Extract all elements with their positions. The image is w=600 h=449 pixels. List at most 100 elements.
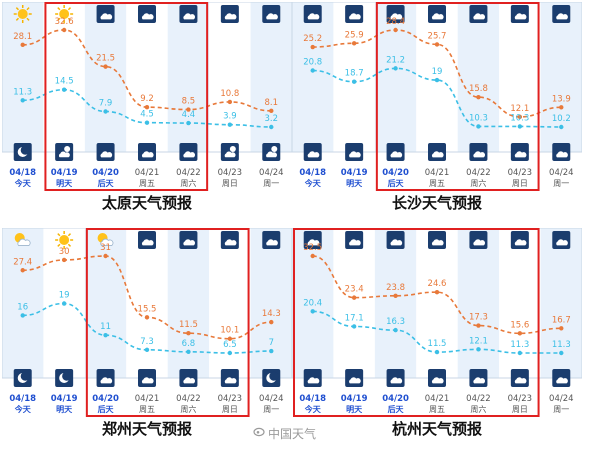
column-band — [167, 228, 210, 378]
low-temp-label: 4.4 — [182, 110, 196, 120]
day-weather-icon — [138, 231, 156, 249]
column-band — [43, 2, 85, 152]
date-label: 04/18 — [299, 394, 326, 404]
date-label: 04/19 — [341, 168, 368, 178]
night-weather-icon — [428, 369, 446, 387]
day-weather-icon — [262, 231, 281, 249]
column-band — [84, 228, 127, 378]
column-band — [499, 2, 541, 152]
weekday-label: 今天 — [304, 404, 322, 414]
weekday-label: 后天 — [388, 178, 405, 188]
high-temp-point — [269, 319, 274, 325]
night-weather-icon — [469, 143, 488, 161]
high-temp-point — [517, 331, 523, 336]
weekday-label: 后天 — [98, 178, 115, 188]
date-label: 04/21 — [135, 394, 160, 404]
date-label: 04/21 — [425, 394, 450, 404]
night-weather-icon — [386, 143, 405, 161]
date-label: 04/18 — [9, 394, 36, 404]
night-weather-icon — [262, 369, 281, 387]
high-temp-line — [312, 255, 562, 335]
night-weather-icon — [96, 369, 115, 387]
low-temp-label: 19 — [59, 291, 70, 301]
low-temp-point — [310, 309, 315, 314]
date-label: 04/24 — [259, 168, 284, 178]
high-temp-point — [144, 105, 150, 110]
high-temp-point — [310, 44, 315, 50]
day-weather-icon — [428, 231, 446, 249]
low-temp-point — [227, 350, 233, 356]
high-temp-label: 17.3 — [469, 313, 488, 323]
weekday-label: 周五 — [429, 405, 445, 414]
night-weather-icon — [303, 369, 322, 387]
low-temp-point — [227, 122, 233, 127]
panel-taiyuan: 28.1 32.6 21.5 9.2 8.5 10.8 8.1 11.3 14.5 7.9 4.5 4… — [2, 2, 292, 222]
high-temp-point — [476, 94, 481, 100]
high-temp-point — [517, 114, 523, 120]
weekday-label: 周五 — [139, 179, 155, 188]
high-temp-point — [559, 105, 564, 110]
high-temp-label: 12.1 — [510, 104, 529, 114]
low-temp-point — [103, 109, 108, 114]
day-weather-icon — [303, 231, 322, 249]
night-weather-icon — [179, 369, 198, 387]
high-temp-point — [476, 323, 481, 328]
low-temp-label: 11.5 — [428, 339, 447, 349]
high-temp-point — [434, 289, 440, 295]
date-label: 04/22 — [466, 394, 491, 404]
night-weather-icon — [138, 143, 156, 161]
high-temp-label: 30 — [59, 247, 70, 257]
night-weather-icon — [469, 369, 488, 387]
high-temp-point — [559, 326, 564, 331]
low-temp-point — [310, 68, 315, 73]
low-temp-label: 18.7 — [345, 69, 364, 79]
date-label: 04/24 — [549, 394, 574, 404]
weekday-label: 周一 — [553, 179, 569, 188]
low-temp-point — [61, 87, 67, 92]
day-weather-icon — [303, 5, 322, 23]
low-temp-label: 3.2 — [265, 114, 279, 124]
day-weather-icon — [469, 5, 488, 23]
high-temp-label: 21.5 — [96, 54, 115, 64]
date-label: 04/22 — [176, 394, 201, 404]
column-band — [250, 2, 292, 152]
night-weather-icon — [13, 369, 32, 387]
high-temp-point — [310, 253, 315, 259]
low-temp-label: 20.8 — [303, 58, 322, 68]
column-band — [209, 2, 251, 152]
low-temp-point — [144, 120, 150, 125]
column-band — [333, 228, 375, 378]
weekday-label: 今天 — [304, 178, 322, 188]
high-temp-label: 28.4 — [386, 17, 405, 27]
chart-title: 太原天气预报 — [101, 194, 192, 212]
high-temp-label: 27.4 — [13, 257, 32, 267]
day-weather-icon — [552, 231, 571, 249]
high-temp-label: 16.7 — [552, 315, 571, 325]
night-weather-icon — [386, 369, 405, 387]
column-band — [292, 2, 334, 152]
low-temp-point — [186, 120, 191, 126]
day-weather-icon — [14, 233, 31, 246]
highlight-box — [375, 2, 540, 191]
low-temp-point — [351, 79, 357, 84]
panel-zhengzhou: 27.4 30 31 15.5 11.5 10.1 14.3 16 19 11 7.3 6.8 6.5 7… — [2, 228, 292, 448]
high-temp-label: 15.6 — [510, 320, 529, 330]
high-temp-label: 10.1 — [220, 326, 239, 336]
high-temp-point — [20, 268, 25, 273]
high-temp-point — [227, 99, 233, 105]
high-temp-point — [61, 257, 67, 263]
low-temp-label: 3.9 — [223, 112, 237, 122]
night-weather-icon — [220, 369, 239, 387]
day-weather-icon — [552, 5, 571, 23]
low-temp-label: 11.3 — [510, 340, 529, 350]
weekday-label: 周日 — [512, 405, 528, 414]
chart-title: 长沙天气预报 — [391, 194, 482, 212]
column-band — [499, 228, 541, 378]
day-weather-icon — [510, 5, 529, 23]
high-temp-label: 10.8 — [220, 89, 239, 99]
night-weather-icon — [138, 369, 156, 387]
high-temp-point — [103, 64, 108, 69]
chart-title: 郑州天气预报 — [101, 420, 192, 438]
date-label: 04/23 — [218, 394, 243, 404]
date-label: 04/24 — [549, 168, 574, 178]
